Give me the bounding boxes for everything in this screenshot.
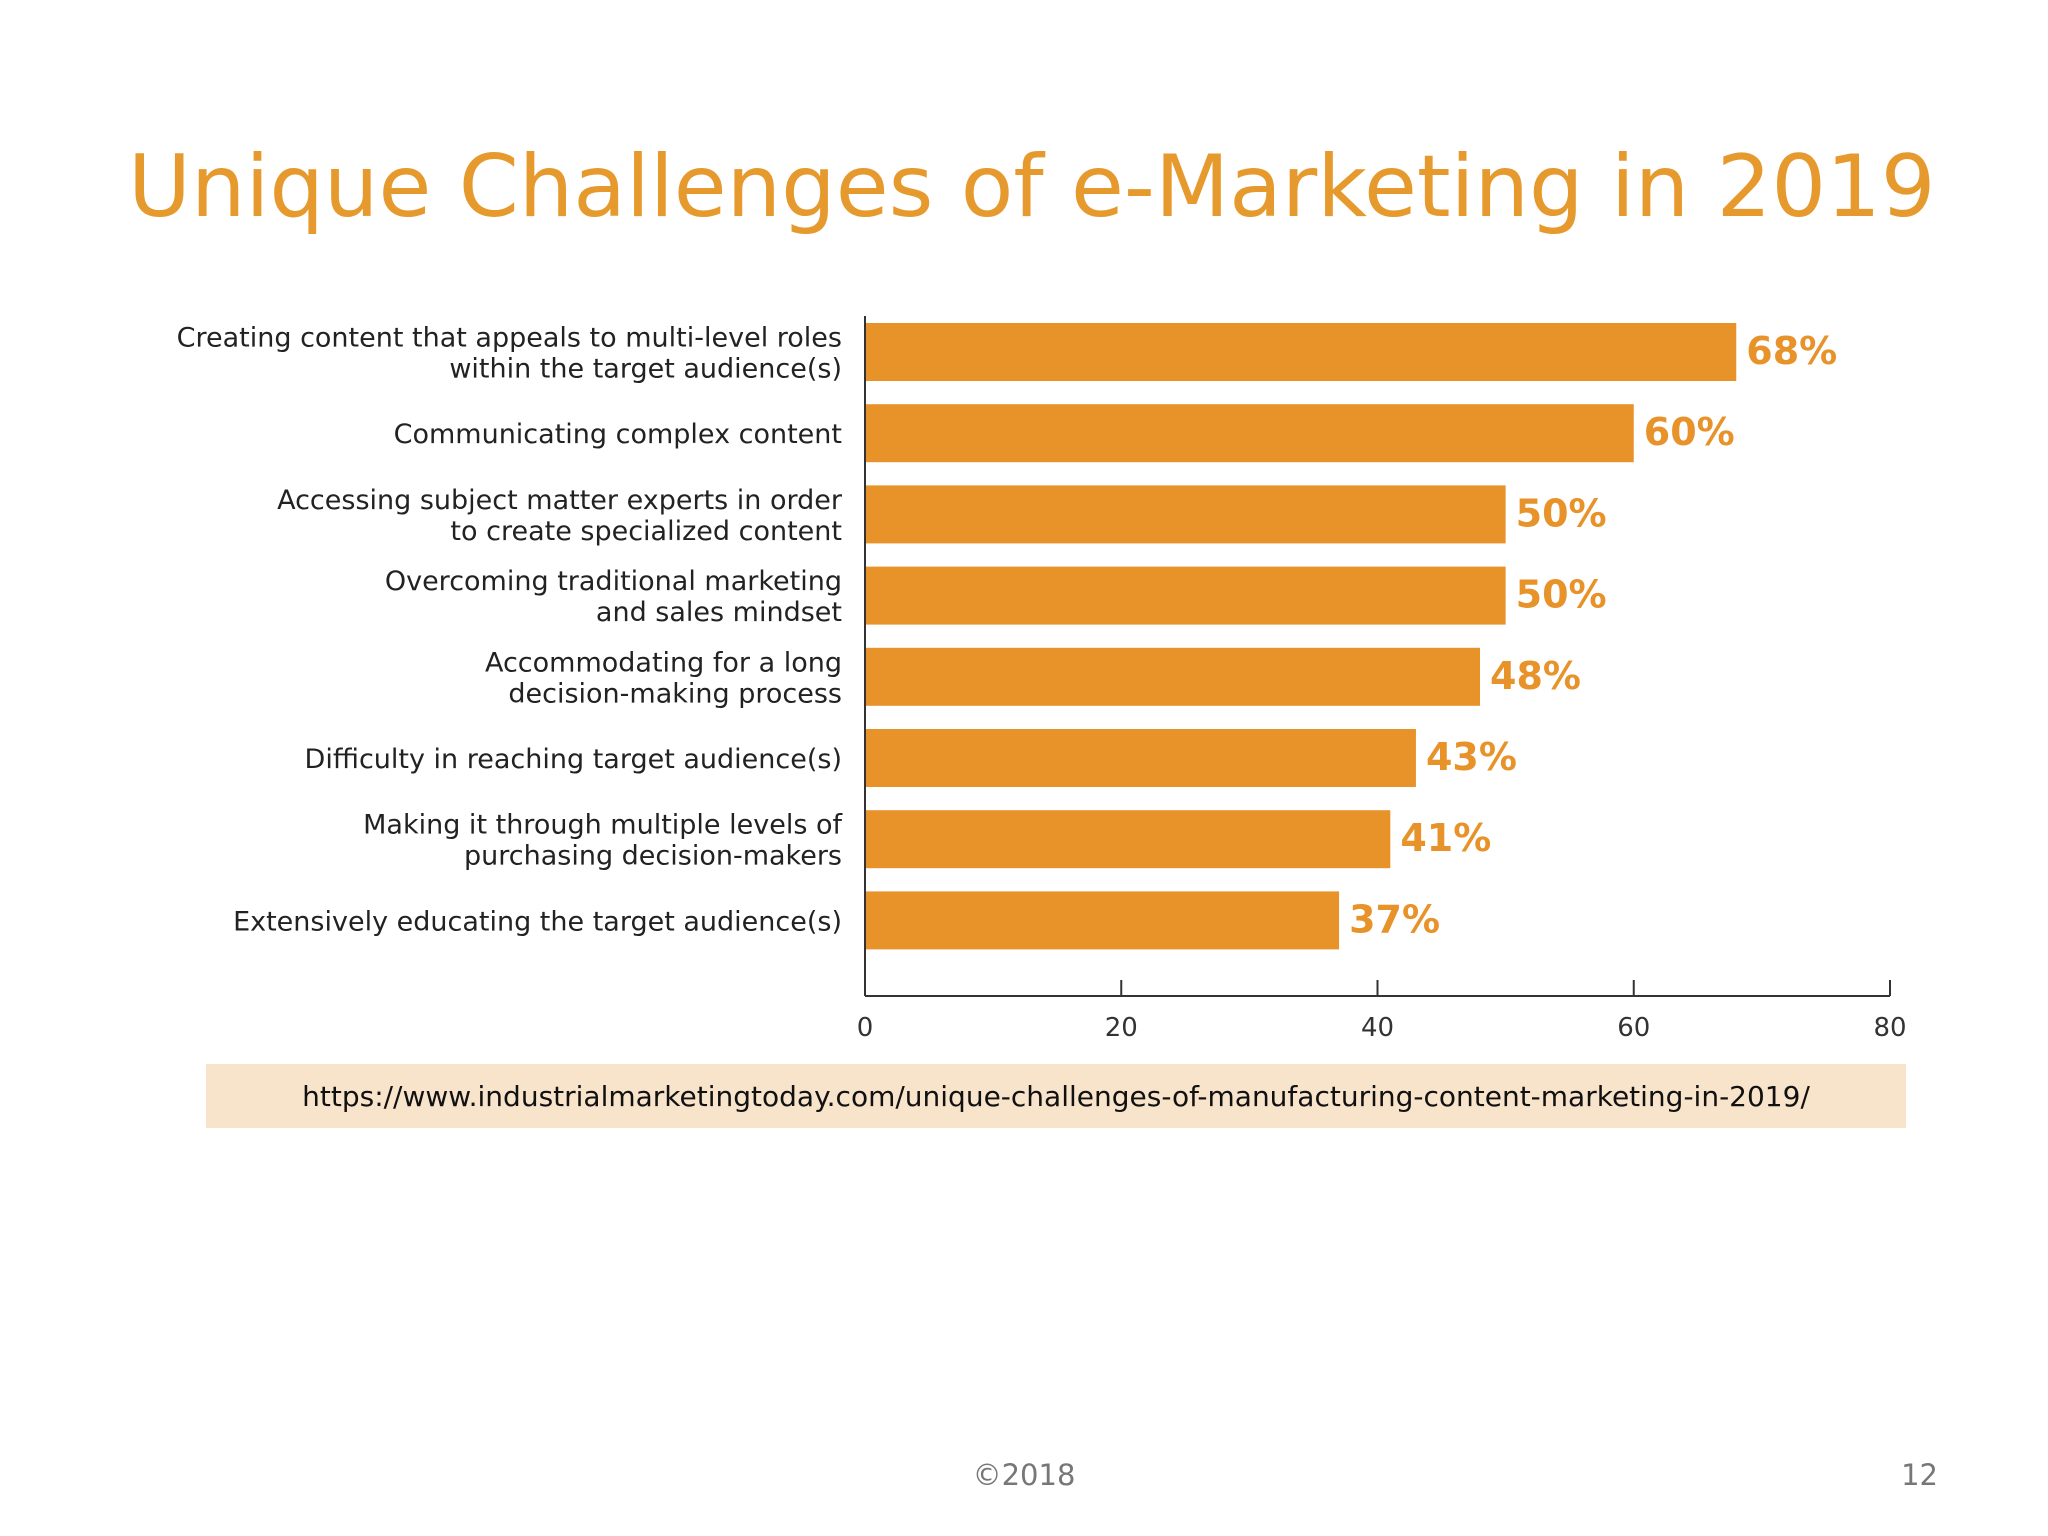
- x-tick-label: 80: [1873, 1013, 1906, 1043]
- bar: [865, 485, 1506, 544]
- data-label: 50%: [1516, 573, 1607, 617]
- data-label: 43%: [1426, 735, 1517, 779]
- data-label: 48%: [1490, 654, 1581, 698]
- category-label: and sales mindset: [596, 597, 842, 628]
- bar: [865, 729, 1416, 787]
- category-label: Accessing subject matter experts in orde…: [277, 485, 843, 516]
- data-label: 37%: [1349, 897, 1440, 941]
- category-label: Making it through multiple levels of: [363, 810, 843, 841]
- category-label: within the target audience(s): [449, 354, 842, 385]
- bar: [865, 323, 1737, 381]
- data-label: 68%: [1746, 329, 1837, 373]
- category-label: Communicating complex content: [394, 419, 842, 450]
- slide-title: Unique Challenges of e-Marketing in 2019: [128, 137, 1936, 237]
- category-label: Creating content that appeals to multi-l…: [177, 323, 842, 354]
- x-tick-label: 20: [1105, 1013, 1138, 1043]
- bar: [865, 891, 1340, 950]
- x-tick-label: 40: [1361, 1013, 1394, 1043]
- data-label: 50%: [1516, 491, 1607, 535]
- category-label: purchasing decision-makers: [464, 841, 842, 872]
- data-label: 41%: [1400, 816, 1491, 860]
- category-label: Difficulty in reaching target audience(s…: [305, 744, 842, 775]
- data-label: 60%: [1644, 410, 1735, 454]
- x-tick-label: 60: [1617, 1013, 1650, 1043]
- bar: [865, 647, 1480, 706]
- footer-copyright: ©2018: [972, 1458, 1076, 1492]
- bar: [865, 566, 1506, 625]
- source-url[interactable]: https://www.industrialmarketingtoday.com…: [302, 1079, 1810, 1113]
- category-label: decision-making process: [508, 678, 842, 709]
- bar: [865, 404, 1634, 463]
- source-bar: https://www.industrialmarketingtoday.com…: [206, 1064, 1906, 1128]
- category-label: to create specialized content: [450, 516, 842, 547]
- footer-page-number: 12: [1901, 1458, 1938, 1492]
- x-tick-label: 0: [857, 1013, 874, 1043]
- bar: [865, 810, 1391, 869]
- category-label: Overcoming traditional marketing: [385, 566, 842, 597]
- category-label: Accommodating for a long: [485, 647, 842, 678]
- category-label: Extensively educating the target audienc…: [233, 906, 842, 937]
